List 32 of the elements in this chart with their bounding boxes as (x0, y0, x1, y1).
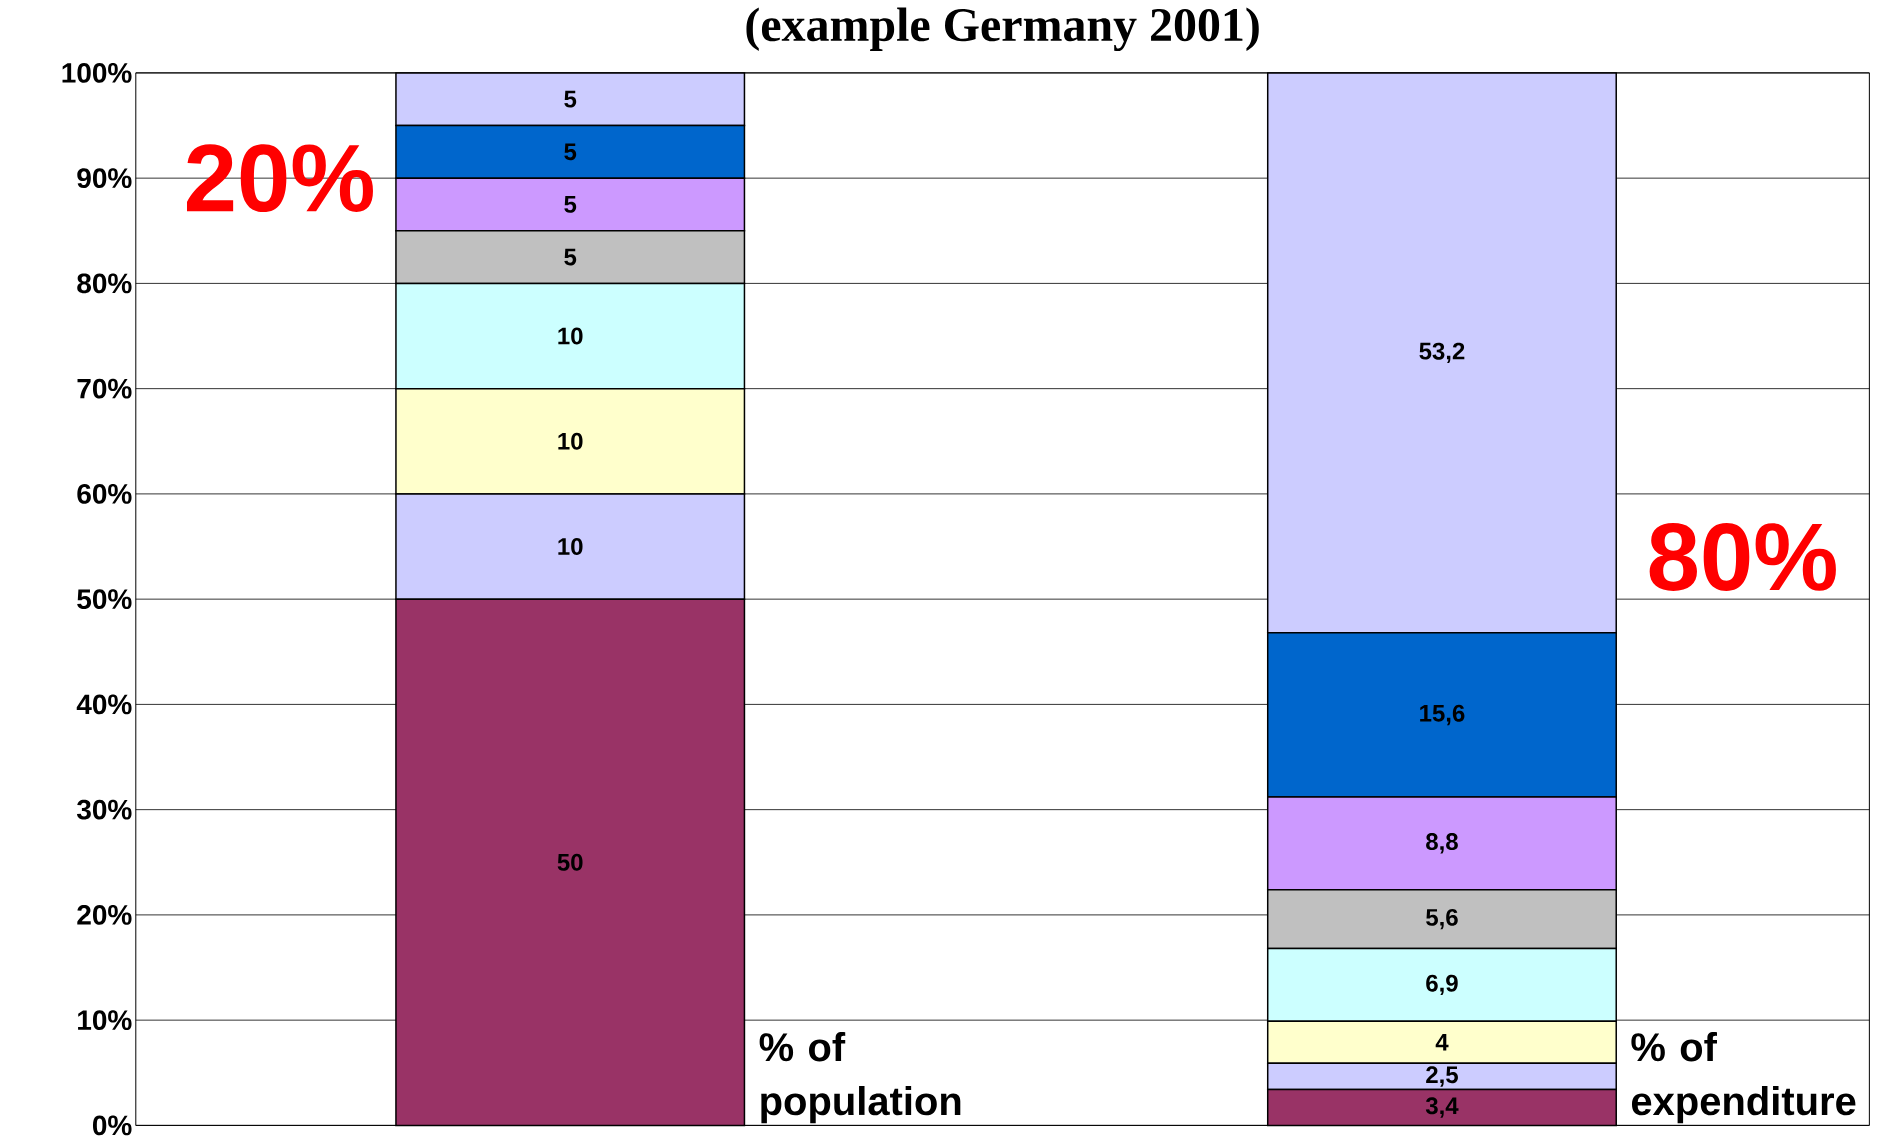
data-label: 53,2 (1419, 342, 1465, 363)
x-tick-label: % of population (759, 1031, 961, 1124)
y-tick-label: 20% (77, 904, 132, 925)
data-label: 6,9 (1426, 974, 1458, 995)
data-label: 5,6 (1426, 908, 1458, 930)
x-tick-label: % of expenditure (1631, 1031, 1856, 1124)
data-label: 15,6 (1420, 704, 1465, 725)
data-label: 5 (564, 195, 577, 213)
y-tick-label: 90% (77, 168, 132, 188)
data-label: 5 (564, 248, 577, 266)
data-label: 4 (1435, 1033, 1449, 1051)
data-label: 2,5 (1426, 1066, 1458, 1087)
y-tick-label: 10% (78, 1010, 132, 1030)
data-label: 3,4 (1425, 1097, 1459, 1118)
y-tick-label: 60% (77, 483, 132, 504)
data-label: 10 (558, 327, 583, 345)
y-tick-label: 40% (76, 694, 132, 715)
data-label: 10 (558, 432, 583, 450)
y-tick-label: 30% (76, 799, 132, 820)
annotation: 20% (186, 144, 373, 212)
chart-title: (example Germany 2001) (746, 7, 1259, 51)
y-tick-label: 0% (92, 1115, 132, 1136)
data-label: 50 (557, 853, 583, 871)
y-tick-label: 50% (77, 589, 132, 609)
data-label: 5 (564, 143, 577, 160)
annotation: 80% (1649, 522, 1836, 591)
y-tick-label: 70% (77, 378, 132, 399)
data-label: 5 (564, 90, 577, 108)
data-label: 10 (558, 537, 583, 555)
y-tick-label: 100% (62, 62, 132, 83)
y-tick-label: 80% (77, 273, 132, 294)
data-label: 8,8 (1426, 832, 1458, 854)
